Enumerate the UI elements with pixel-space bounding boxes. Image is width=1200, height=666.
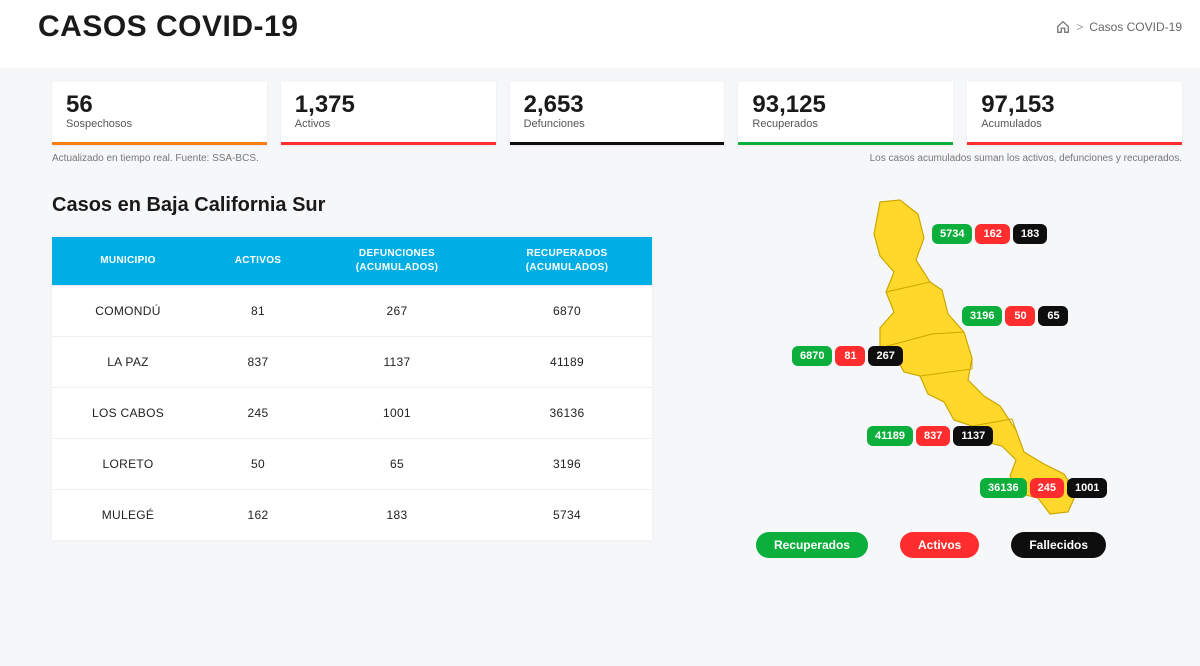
breadcrumb-current: Casos COVID-19 [1089,20,1182,34]
pill-recuperados: 41189 [867,426,913,446]
pill-recuperados: 36136 [980,478,1027,498]
table-body: COMONDÚ812676870LA PAZ837113741189LOS CA… [52,286,652,541]
table-header-row: MUNICIPIOACTIVOSDEFUNCIONES (ACUMULADOS)… [52,237,652,286]
table-header-cell: RECUPERADOS (ACUMULADOS) [482,237,652,286]
cases-table: MUNICIPIOACTIVOSDEFUNCIONES (ACUMULADOS)… [52,237,652,540]
pill-activos: 81 [835,346,865,366]
table-cell: 245 [204,388,312,439]
stat-label: Defunciones [524,118,711,130]
stat-label: Acumulados [981,118,1168,130]
table-cell: 65 [312,439,482,490]
note-left: Actualizado en tiempo real. Fuente: SSA-… [52,153,259,164]
pill-activos: 162 [975,224,1009,244]
pill-activos: 837 [916,426,950,446]
map-pillset: 5734162183 [932,224,1047,244]
table-row: COMONDÚ812676870 [52,286,652,337]
table-cell: 183 [312,490,482,541]
pill-fallecidos: 267 [868,346,902,366]
pill-recuperados: 5734 [932,224,972,244]
table-cell: 6870 [482,286,652,337]
map-pillset: 411898371137 [867,426,993,446]
table-cell: 50 [204,439,312,490]
pill-fallecidos: 65 [1038,306,1068,326]
table-header-cell: MUNICIPIO [52,237,204,286]
pill-fallecidos: 1001 [1067,478,1107,498]
notes-row: Actualizado en tiempo real. Fuente: SSA-… [0,149,1200,164]
stat-value: 1,375 [295,92,482,118]
table-cell: LOS CABOS [52,388,204,439]
note-right: Los casos acumulados suman los activos, … [870,153,1182,164]
map-pillset: 687081267 [792,346,903,366]
map-pillset: 31965065 [962,306,1068,326]
stat-label: Recuperados [752,118,939,130]
stat-label: Activos [295,118,482,130]
pill-recuperados: 6870 [792,346,832,366]
stat-card: 2,653Defunciones [510,82,725,145]
pill-fallecidos: 1137 [953,426,993,446]
table-cell: 5734 [482,490,652,541]
stat-value: 93,125 [752,92,939,118]
table-cell: 267 [312,286,482,337]
content: Casos en Baja California Sur MUNICIPIOAC… [0,164,1200,554]
page-title: CASOS COVID-19 [38,10,298,44]
table-row: LORETO50653196 [52,439,652,490]
left-column: Casos en Baja California Sur MUNICIPIOAC… [52,194,652,554]
map-legend: Recuperados Activos Fallecidos [672,532,1190,558]
legend-pill: Fallecidos [1011,532,1106,558]
table-row: MULEGÉ1621835734 [52,490,652,541]
table-cell: MULEGÉ [52,490,204,541]
stat-card: 97,153Acumulados [967,82,1182,145]
stat-cards-row: 56Sospechosos1,375Activos2,653Defuncione… [0,68,1200,149]
map-pillset: 361362451001 [980,478,1107,498]
map-svg [672,194,1172,554]
table-row: LA PAZ837113741189 [52,337,652,388]
right-column: 5734162183 31965065 687081267 411898371137 3… [672,194,1190,554]
stat-card: 1,375Activos [281,82,496,145]
table-cell: 81 [204,286,312,337]
legend-pill: Activos [900,532,979,558]
topbar: CASOS COVID-19 > Casos COVID-19 [0,0,1200,68]
table-row: LOS CABOS245100136136 [52,388,652,439]
stat-card: 56Sospechosos [52,82,267,145]
home-icon[interactable] [1056,20,1070,34]
map: 5734162183 31965065 687081267 411898371137 3… [672,194,1172,554]
table-cell: 1137 [312,337,482,388]
table-cell: 1001 [312,388,482,439]
stat-value: 2,653 [524,92,711,118]
pill-recuperados: 3196 [962,306,1002,326]
pill-activos: 50 [1005,306,1035,326]
pill-fallecidos: 183 [1013,224,1047,244]
breadcrumb-sep: > [1076,20,1083,34]
table-cell: LA PAZ [52,337,204,388]
table-cell: 162 [204,490,312,541]
table-cell: 36136 [482,388,652,439]
stat-card: 93,125Recuperados [738,82,953,145]
table-cell: 837 [204,337,312,388]
legend-pill: Recuperados [756,532,868,558]
table-header-cell: DEFUNCIONES (ACUMULADOS) [312,237,482,286]
table-header-cell: ACTIVOS [204,237,312,286]
breadcrumb: > Casos COVID-19 [1056,20,1182,34]
table-cell: 41189 [482,337,652,388]
pill-activos: 245 [1030,478,1064,498]
stat-value: 97,153 [981,92,1168,118]
table-cell: LORETO [52,439,204,490]
table-cell: COMONDÚ [52,286,204,337]
section-title: Casos en Baja California Sur [52,194,652,217]
table-cell: 3196 [482,439,652,490]
stat-value: 56 [66,92,253,118]
stat-label: Sospechosos [66,118,253,130]
